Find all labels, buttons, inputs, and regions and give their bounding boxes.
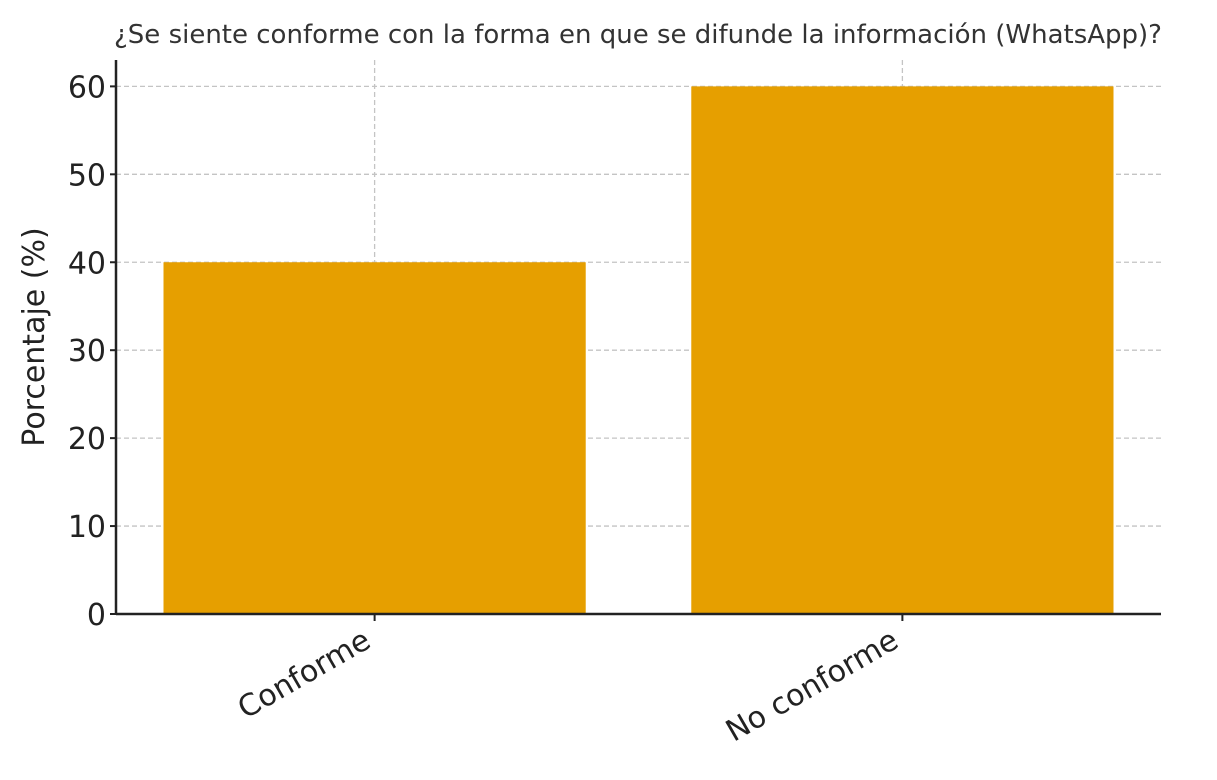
y-ticks: 0 10 20 30 40 50 60 bbox=[68, 70, 116, 633]
bars bbox=[163, 86, 1114, 614]
x-tick-label: No conforme bbox=[720, 623, 904, 750]
x-tick-label: Conforme bbox=[232, 623, 377, 727]
chart-title: ¿Se siente conforme con la forma en que … bbox=[114, 20, 1162, 50]
y-tick-label: 0 bbox=[87, 598, 106, 633]
y-tick-label: 10 bbox=[68, 510, 106, 545]
bar-conforme bbox=[163, 262, 586, 614]
y-tick-label: 60 bbox=[68, 70, 106, 105]
y-tick-label: 30 bbox=[68, 334, 106, 369]
axes bbox=[114, 60, 1161, 616]
y-tick-label: 50 bbox=[68, 158, 106, 193]
x-ticks: Conforme No conforme bbox=[232, 614, 904, 749]
y-axis-label: Porcentaje (%) bbox=[17, 227, 52, 446]
y-tick-label: 40 bbox=[68, 246, 106, 281]
bar-no-conforme bbox=[691, 86, 1114, 614]
y-tick-label: 20 bbox=[68, 422, 106, 457]
